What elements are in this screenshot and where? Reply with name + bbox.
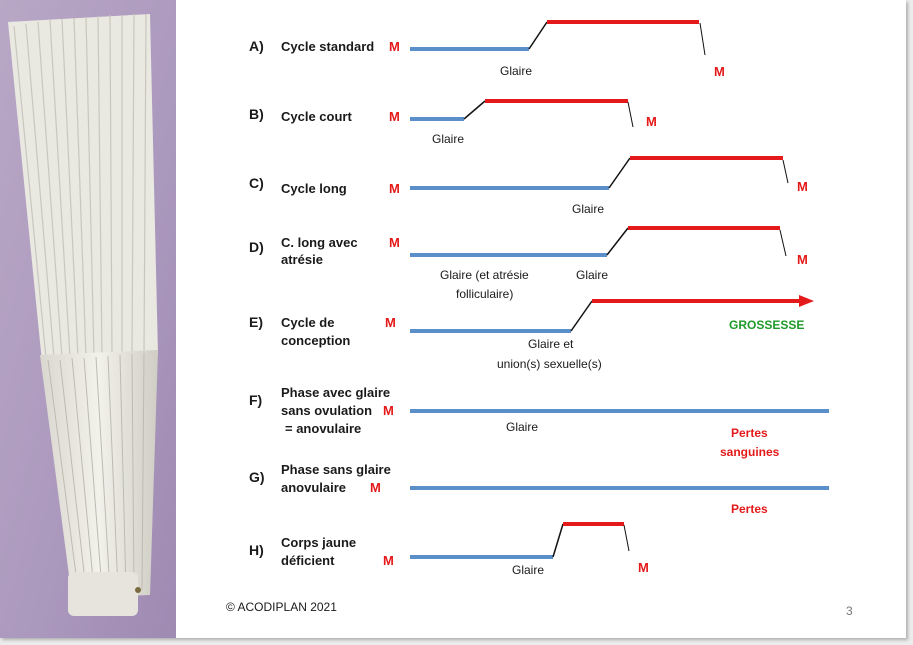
row-letter: H) xyxy=(249,542,264,558)
row-title-line2: anovulaire xyxy=(281,480,346,495)
glaire-label: Glaire xyxy=(512,563,544,577)
row-h: H) Corps jaune déficient M Glaire M xyxy=(249,522,649,577)
glaire-label: Glaire xyxy=(576,268,608,282)
m-end: M xyxy=(714,64,725,79)
row-letter: E) xyxy=(249,314,263,330)
drop-line xyxy=(779,229,787,257)
m-start: M xyxy=(389,181,400,196)
drop-line xyxy=(623,524,630,552)
row-g: G) Phase sans glaire anovulaire M Pertes xyxy=(249,462,829,516)
bleeding-label-line2: sanguines xyxy=(720,445,780,459)
m-start: M xyxy=(383,553,394,568)
pregnancy-label: GROSSESSE xyxy=(729,318,804,332)
page-number: 3 xyxy=(846,604,853,618)
drop-line xyxy=(699,22,706,56)
m-start: M xyxy=(383,403,394,418)
m-start: M xyxy=(389,39,400,54)
row-title: C. long avec xyxy=(281,235,358,250)
copyright-text: © ACODIPLAN 2021 xyxy=(226,600,337,614)
row-letter: C) xyxy=(249,175,264,191)
m-end: M xyxy=(638,560,649,575)
m-start: M xyxy=(389,109,400,124)
glaire-label: Glaire xyxy=(572,202,604,216)
rise-line xyxy=(463,100,486,120)
row-f: F) Phase avec glaire sans ovulation = an… xyxy=(249,385,829,459)
row-letter: A) xyxy=(249,38,264,54)
bleeding-label: Pertes xyxy=(731,502,768,516)
glaire-label: Glaire xyxy=(432,132,464,146)
union-label: Glaire et xyxy=(528,337,574,351)
rise-line xyxy=(570,300,593,332)
row-letter: D) xyxy=(249,239,264,255)
row-a: A) Cycle standard M Glaire M xyxy=(249,20,725,79)
rise-line xyxy=(606,227,629,256)
row-title-line2: atrésie xyxy=(281,252,323,267)
row-title: Cycle de xyxy=(281,315,334,330)
m-start: M xyxy=(370,480,381,495)
drop-line xyxy=(627,101,634,128)
atresia-label: Glaire (et atrésie xyxy=(440,268,529,282)
row-title: Cycle long xyxy=(281,181,347,196)
union-label-line2: union(s) sexuelle(s) xyxy=(497,357,602,371)
m-end: M xyxy=(646,114,657,129)
row-c: C) Cycle long M Glaire M xyxy=(249,156,808,216)
row-title-line2: déficient xyxy=(281,553,335,568)
row-title-line2: conception xyxy=(281,333,350,348)
row-title-line2: sans ovulation xyxy=(281,403,372,418)
row-title-line3: = anovulaire xyxy=(285,421,361,436)
m-end: M xyxy=(797,252,808,267)
row-e: E) Cycle de conception M Glaire et union… xyxy=(249,295,814,371)
rise-line xyxy=(528,21,548,50)
glaire-label: Glaire xyxy=(500,64,532,78)
drop-line xyxy=(782,159,789,184)
m-end: M xyxy=(797,179,808,194)
row-title: Corps jaune xyxy=(281,535,356,550)
m-start: M xyxy=(385,315,396,330)
rise-line xyxy=(552,523,564,558)
row-b: B) Cycle court M Glaire M xyxy=(249,99,657,146)
row-letter: B) xyxy=(249,106,264,122)
row-title: Phase sans glaire xyxy=(281,462,391,477)
m-start: M xyxy=(389,235,400,250)
row-d: D) C. long avec atrésie M Glaire (et atr… xyxy=(249,226,808,301)
row-title: Cycle court xyxy=(281,109,352,124)
folding-fan-photo xyxy=(0,0,176,638)
row-title: Cycle standard xyxy=(281,39,374,54)
row-title: Phase avec glaire xyxy=(281,385,390,400)
arrow-head xyxy=(799,295,814,307)
bleeding-label: Pertes xyxy=(731,426,768,440)
atresia-label-line2: folliculaire) xyxy=(456,287,513,301)
row-letter: F) xyxy=(249,392,262,408)
rise-line xyxy=(608,157,631,189)
glaire-label: Glaire xyxy=(506,420,538,434)
row-letter: G) xyxy=(249,469,265,485)
